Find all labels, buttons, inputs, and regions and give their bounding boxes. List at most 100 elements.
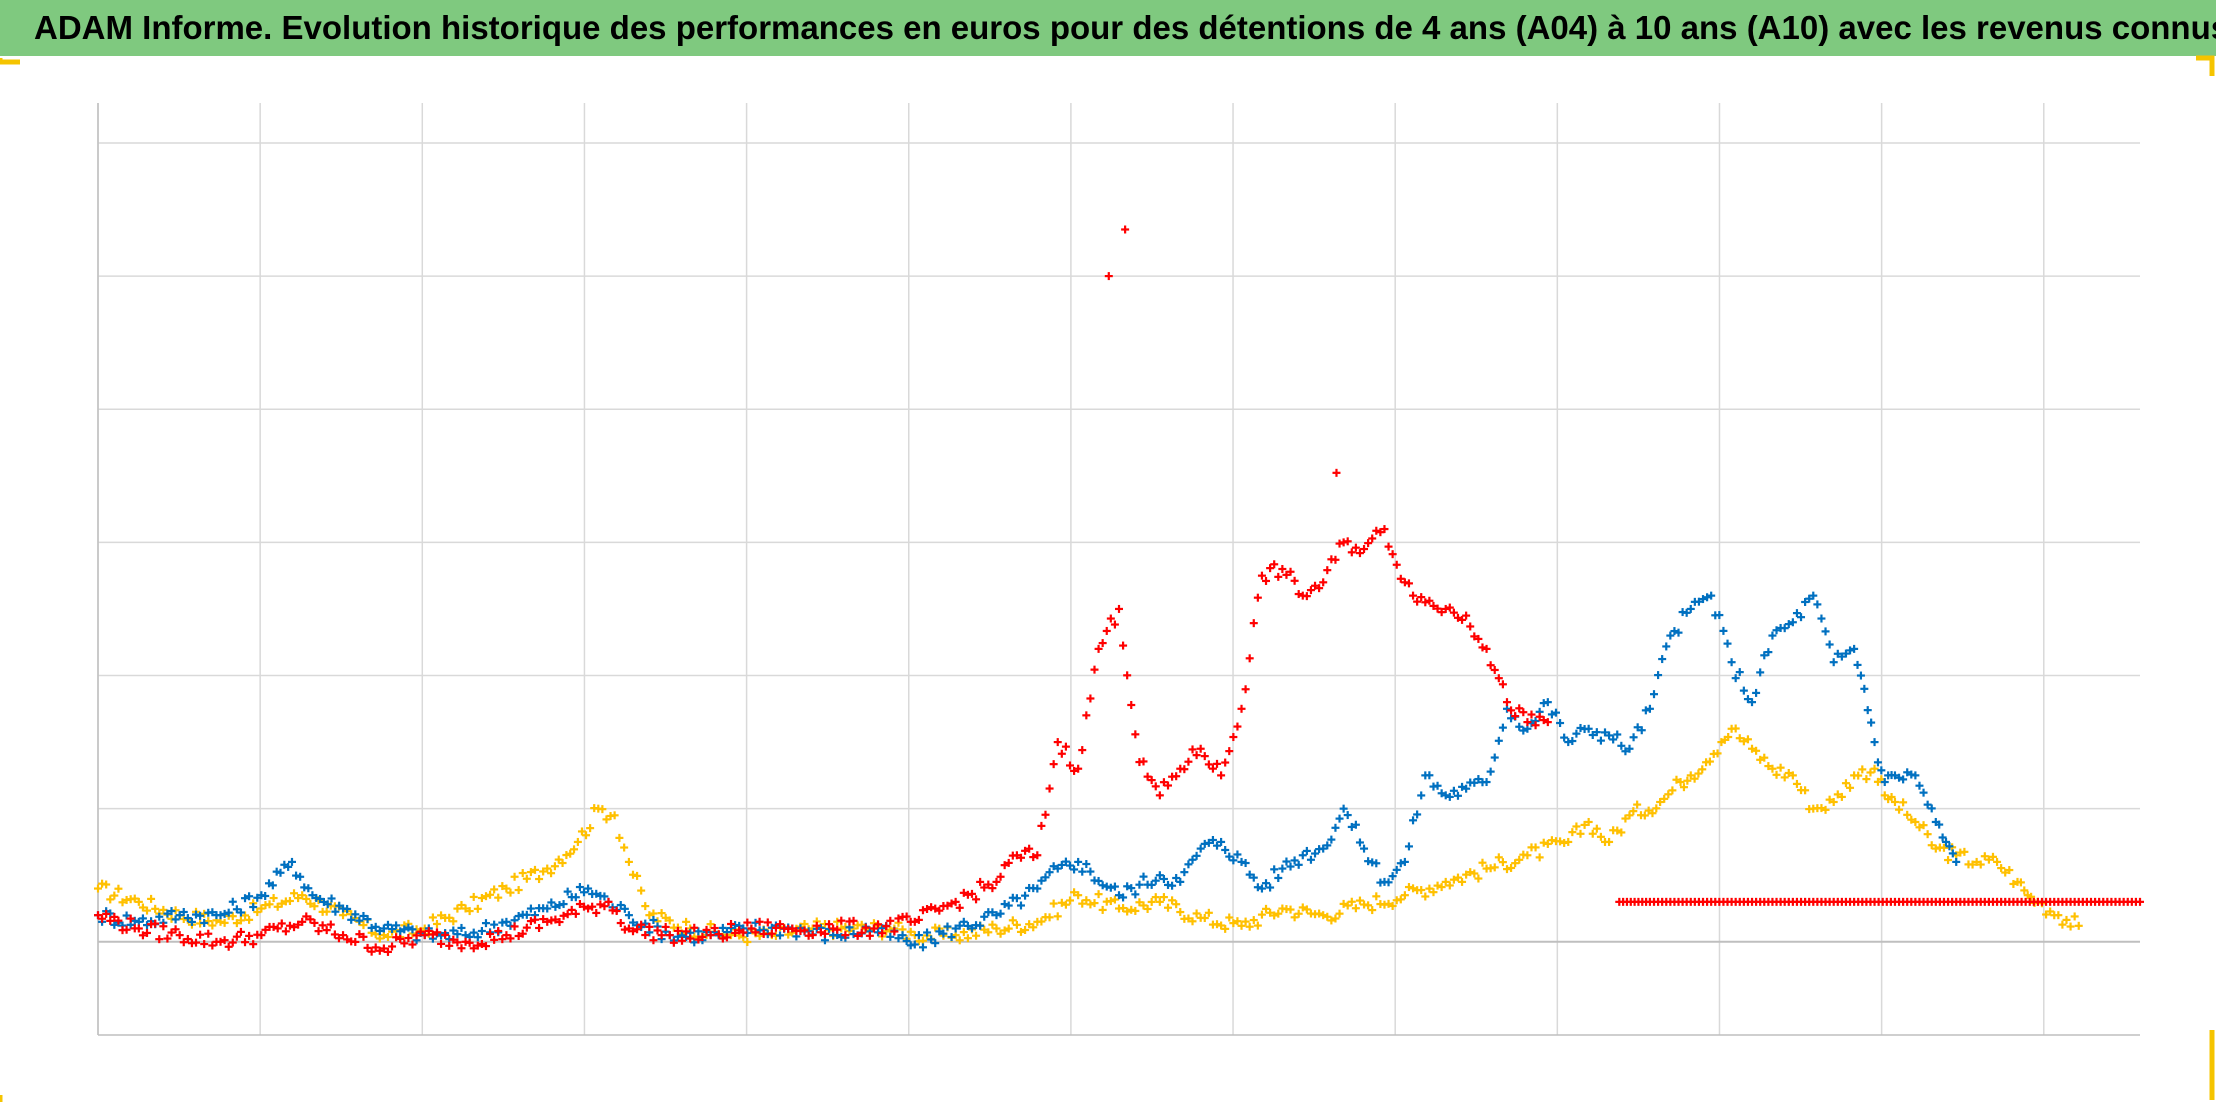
chart-point (894, 934, 903, 943)
chart-point (388, 925, 397, 934)
chart-point (1143, 904, 1152, 913)
chart-point (134, 897, 143, 906)
chart-point (992, 877, 1001, 886)
chart-point (1694, 769, 1703, 778)
chart-point (1739, 737, 1748, 746)
chart-point (490, 920, 499, 929)
chart-point (1110, 620, 1119, 629)
chart-point (886, 916, 895, 925)
chart-point (1106, 614, 1115, 623)
chart-point (1445, 881, 1454, 890)
chart-point (550, 862, 559, 871)
chart-point (943, 922, 952, 931)
chart-point (1429, 601, 1438, 610)
chart-point (331, 907, 340, 916)
chart-point (1568, 737, 1577, 746)
chart-point (1895, 773, 1904, 782)
chart-point (228, 912, 237, 921)
chart-point (371, 930, 380, 939)
chart-point (257, 904, 266, 913)
chart-point (347, 915, 356, 924)
chart-point (1470, 778, 1479, 787)
chart-point (1159, 778, 1168, 787)
chart-point (392, 921, 401, 930)
chart-point (1935, 820, 1944, 829)
chart-point (1490, 863, 1499, 872)
chart-point (1752, 688, 1761, 697)
chart-point (898, 931, 907, 940)
chart-point (596, 900, 605, 909)
chart-point (1972, 857, 1981, 866)
chart-point (706, 931, 715, 940)
chart-point (657, 931, 666, 940)
chart-point (543, 917, 552, 926)
chart-point (102, 909, 111, 918)
chart-point (510, 872, 519, 881)
chart-point (1147, 776, 1156, 785)
chart-point (539, 904, 548, 913)
chart-point (1143, 772, 1152, 781)
chart-point (1392, 865, 1401, 874)
chart-point (159, 905, 168, 914)
chart-point (1895, 805, 1904, 814)
chart-point (955, 903, 964, 912)
chart-point (1433, 881, 1442, 890)
chart-point (624, 857, 633, 866)
chart-point (579, 888, 588, 897)
chart-point (1899, 798, 1908, 807)
chart-point (351, 910, 360, 919)
chart-point (2050, 897, 2059, 906)
chart-point (571, 893, 580, 902)
chart-point (1478, 858, 1487, 867)
chart-point (988, 920, 997, 929)
chart-point (1674, 628, 1683, 637)
chart-point (1364, 857, 1373, 866)
chart-point (228, 938, 237, 947)
chart-point (122, 925, 131, 934)
chart-point (1654, 671, 1663, 680)
chart-point (1833, 790, 1842, 799)
chart-point (1417, 791, 1426, 800)
chart-point (1249, 619, 1258, 628)
chart-point (563, 887, 572, 896)
chart-point (200, 940, 209, 949)
chart-point (2131, 897, 2140, 906)
chart-point (1877, 766, 1886, 775)
chart-point (980, 925, 989, 934)
chart-point (1029, 923, 1038, 932)
chart-title: ADAM Informe. Evolution historique des p… (0, 0, 2216, 56)
chart-point (1270, 911, 1279, 920)
chart-point (649, 915, 658, 924)
chart-point (1184, 860, 1193, 869)
chart-point (1384, 542, 1393, 551)
chart-point (535, 924, 544, 933)
chart-point (1846, 897, 1855, 906)
chart-point (428, 930, 437, 939)
chart-point (1241, 859, 1250, 868)
chart-point (579, 902, 588, 911)
chart-point (1568, 828, 1577, 837)
chart-point (408, 925, 417, 934)
chart-point (1939, 843, 1948, 852)
chart-point (1070, 888, 1079, 897)
chart-point (1221, 758, 1230, 767)
chart-point (1621, 747, 1630, 756)
chart-point (522, 923, 531, 932)
chart-point (1204, 838, 1213, 847)
chart-point (1944, 856, 1953, 865)
chart-point (306, 915, 315, 924)
chart-point (575, 883, 584, 892)
chart-point (310, 918, 319, 927)
chart-point (261, 891, 270, 900)
chart-point (976, 877, 985, 886)
chart-point (1478, 643, 1487, 652)
chart-point (1837, 652, 1846, 661)
chart-point (196, 911, 205, 920)
chart-point (735, 926, 744, 935)
chart-point (1110, 895, 1119, 904)
chart-point (163, 909, 172, 918)
chart-point (616, 919, 625, 928)
chart-point (1061, 857, 1070, 866)
chart-point (339, 931, 348, 940)
chart-point (1196, 844, 1205, 853)
